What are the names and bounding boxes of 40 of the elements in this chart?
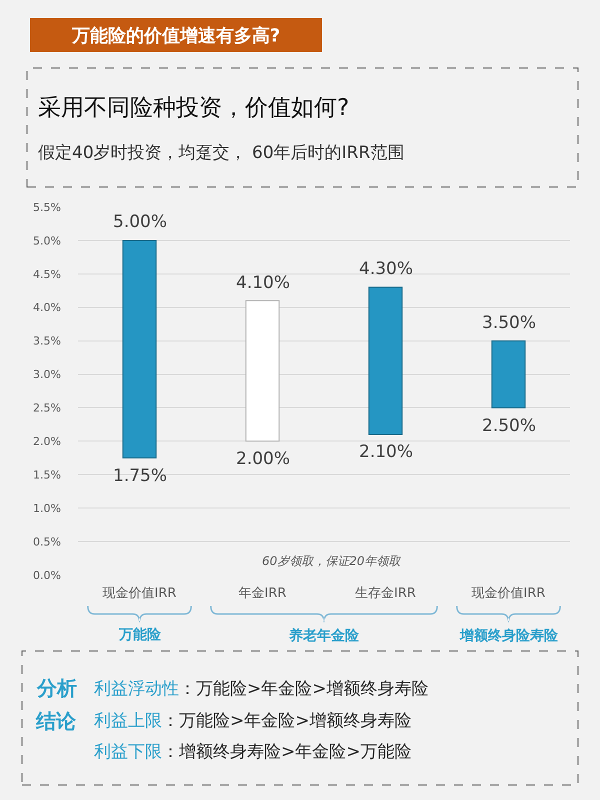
annotation: 5.00% [113, 212, 168, 232]
bar [368, 286, 403, 435]
bar [491, 340, 526, 408]
chart-subtitle: 采用不同险种投资，价值如何? [38, 95, 350, 121]
y-tick-label: 4.0% [33, 301, 61, 314]
text: 结论 [35, 709, 77, 733]
x-tick-label: 现金价值IRR [472, 586, 546, 601]
y-tick-label: 2.0% [33, 435, 61, 448]
y-tick-label: 2.5% [33, 402, 61, 415]
text: 万能险 [118, 627, 162, 643]
y-tick-label: 0.5% [33, 535, 61, 548]
annotation: 60岁领取，保证20年领取 [262, 554, 402, 568]
annotation: 2.00% [236, 449, 290, 469]
x-tick-label: 生存金IRR [355, 586, 416, 601]
y-tick-label: 5.5% [33, 200, 61, 214]
y-tick-label: 1.0% [33, 502, 61, 515]
text: 假定40岁时投资，均趸交， 60年后时的IRR范围 [38, 143, 404, 163]
bar [122, 240, 157, 458]
y-tick-label: 3.5% [33, 334, 61, 348]
text: 利益上限 [94, 711, 162, 731]
annotation: 2.50% [482, 416, 536, 436]
text: 分析 [36, 676, 77, 700]
annotation: 4.30% [359, 259, 414, 279]
y-tick-label: 0.0% [33, 568, 61, 582]
y-tick-label: 3.0% [33, 368, 61, 382]
annotation: 4.10% [236, 273, 290, 293]
annotation: 1.75% [113, 466, 168, 486]
annotation: 2.10% [359, 442, 414, 462]
chart-title: 万能险的价值增速有多高? [70, 25, 280, 46]
text: 增额终身险寿险 [459, 627, 559, 644]
text: 利益下限 [94, 742, 162, 762]
text: 养老年金险 [288, 627, 360, 644]
y-tick-label: 5.0% [33, 234, 61, 248]
y-tick-label: 1.5% [33, 468, 61, 482]
bar [245, 300, 280, 442]
y-tick-label: 4.5% [33, 268, 61, 281]
annotation: 3.50% [482, 313, 536, 333]
x-tick-label: 现金价值IRR [102, 586, 176, 601]
x-tick-label: 年金IRR [238, 586, 286, 601]
text: 利益浮动性 [94, 679, 179, 699]
